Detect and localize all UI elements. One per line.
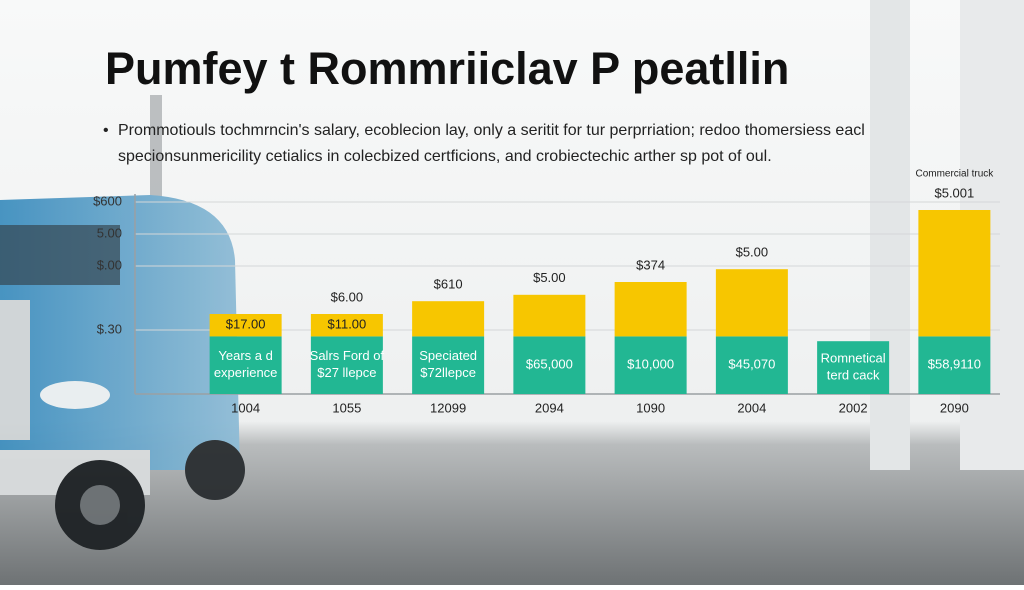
bar-segment [715,269,788,337]
bar-label: experience [214,365,278,380]
bar-segment [209,336,282,394]
top-label: $610 [434,277,463,292]
bar-label: Romnetical [821,351,886,366]
bar-segment [918,336,991,394]
bar-segment [715,336,788,394]
bar-segment [614,282,687,337]
bullet: • [103,122,109,139]
x-tick-label: 1055 [332,400,361,415]
x-tick-label: 1004 [231,400,260,415]
bar-label: $65,000 [526,357,573,372]
x-tick-label: 2002 [839,400,868,415]
x-tick-label: 12099 [430,400,466,415]
top-label: $5.00 [533,270,566,285]
chart-title: Pumfey t Rommriiclav P peatllin [105,43,789,94]
bar-label: $72llepce [420,365,476,380]
bar-label: Salrs Ford of [310,348,385,363]
x-tick-label: 2094 [535,400,564,415]
inner-label: $17.00 [226,317,266,332]
annotation: Commercial truck [915,169,994,180]
bar-segment [412,301,485,337]
bar-label: $45,070 [728,357,775,372]
bar-segment [918,210,991,337]
truck [0,95,245,550]
bar-segment [513,294,586,337]
y-tick-label: 5.00 [97,225,122,240]
top-label: $6.00 [331,289,364,304]
top-label: $5.001 [934,185,974,200]
bar-label: Years a d [218,348,272,363]
x-tick-label: 2090 [940,400,969,415]
bar-segment [614,336,687,394]
subtitle: specionsunmericility cetialics in colecb… [118,148,772,165]
bar-label: $27 llepce [317,365,376,380]
bar-label: terd cack [827,368,880,383]
inner-label: $11.00 [327,317,366,332]
bar-segment [310,336,383,394]
label-box [211,316,280,335]
top-label: $5.00 [736,245,769,260]
y-tick-label: $.00 [97,257,122,272]
y-tick-label: $600 [93,193,122,208]
pillar [870,0,910,470]
x-tick-label: 2004 [737,400,766,415]
y-tick-label: $.30 [97,321,122,336]
subtitle: Prommotiouls tochmrncin's salary, ecoble… [118,122,865,139]
label-box [312,316,381,335]
top-label: $374 [636,257,665,272]
bar-segment [513,336,586,394]
bar-label: $10,000 [627,357,674,372]
x-tick-label: 1090 [636,400,665,415]
bar-label: $58,9110 [928,357,981,372]
bar-segment [412,336,485,394]
bar-label: Speciated [419,348,477,363]
bar-segment [817,341,890,394]
